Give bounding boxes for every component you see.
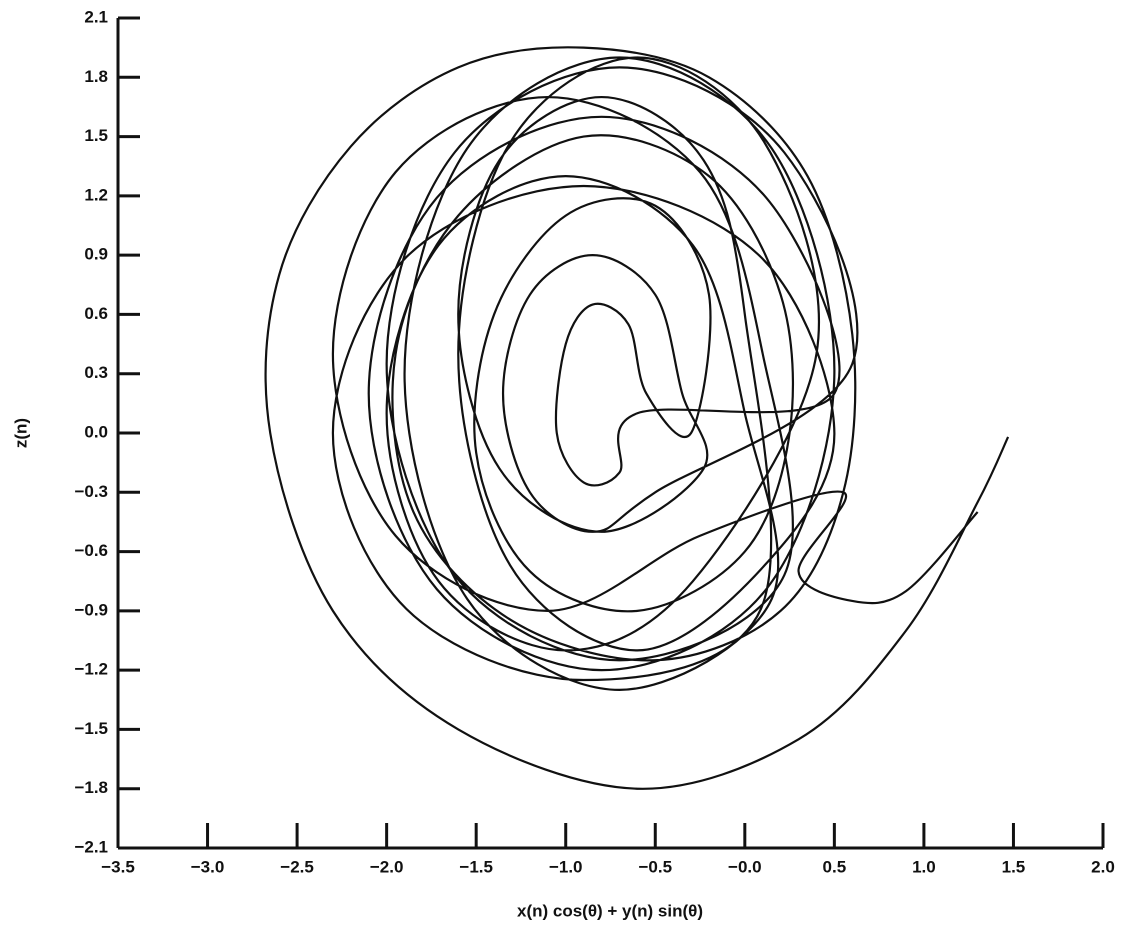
x-tick-label: 2.0 (1091, 857, 1115, 876)
y-tick-label: 1.8 (84, 67, 108, 86)
y-tick-label: 0.9 (84, 245, 108, 264)
x-tick-label: −1.0 (549, 857, 583, 876)
y-tick-label: −2.1 (74, 837, 108, 856)
y-tick-label: −0.3 (74, 482, 108, 501)
trajectory (264, 46, 1010, 790)
y-axis-label: z(n) (11, 418, 30, 448)
y-tick-label: −1.2 (74, 660, 108, 679)
y-tick-label: 0.0 (84, 422, 108, 441)
y-tick-label: 1.5 (84, 126, 108, 145)
y-tick-label: 2.1 (84, 7, 108, 26)
x-tick-label: 1.0 (912, 857, 936, 876)
y-tick-label: −1.5 (74, 719, 108, 738)
x-tick-label: 0.5 (823, 857, 847, 876)
y-tick-label: 0.3 (84, 363, 108, 382)
y-tick-label: −0.9 (74, 600, 108, 619)
x-axis-label: x(n) cos(θ) + y(n) sin(θ) (517, 901, 703, 920)
y-tick-label: −0.6 (74, 541, 108, 560)
x-tick-label: −0.0 (728, 857, 762, 876)
x-tick-label: −0.5 (638, 857, 672, 876)
x-tick-label: 1.5 (1002, 857, 1026, 876)
x-tick-label: −1.5 (459, 857, 493, 876)
x-tick-label: −3.0 (191, 857, 225, 876)
x-tick-label: −3.5 (101, 857, 135, 876)
x-tick-label: −2.0 (370, 857, 404, 876)
y-tick-label: 1.2 (84, 185, 108, 204)
y-tick-label: 0.6 (84, 304, 108, 323)
x-tick-label: −2.5 (280, 857, 314, 876)
y-tick-label: −1.8 (74, 778, 108, 797)
